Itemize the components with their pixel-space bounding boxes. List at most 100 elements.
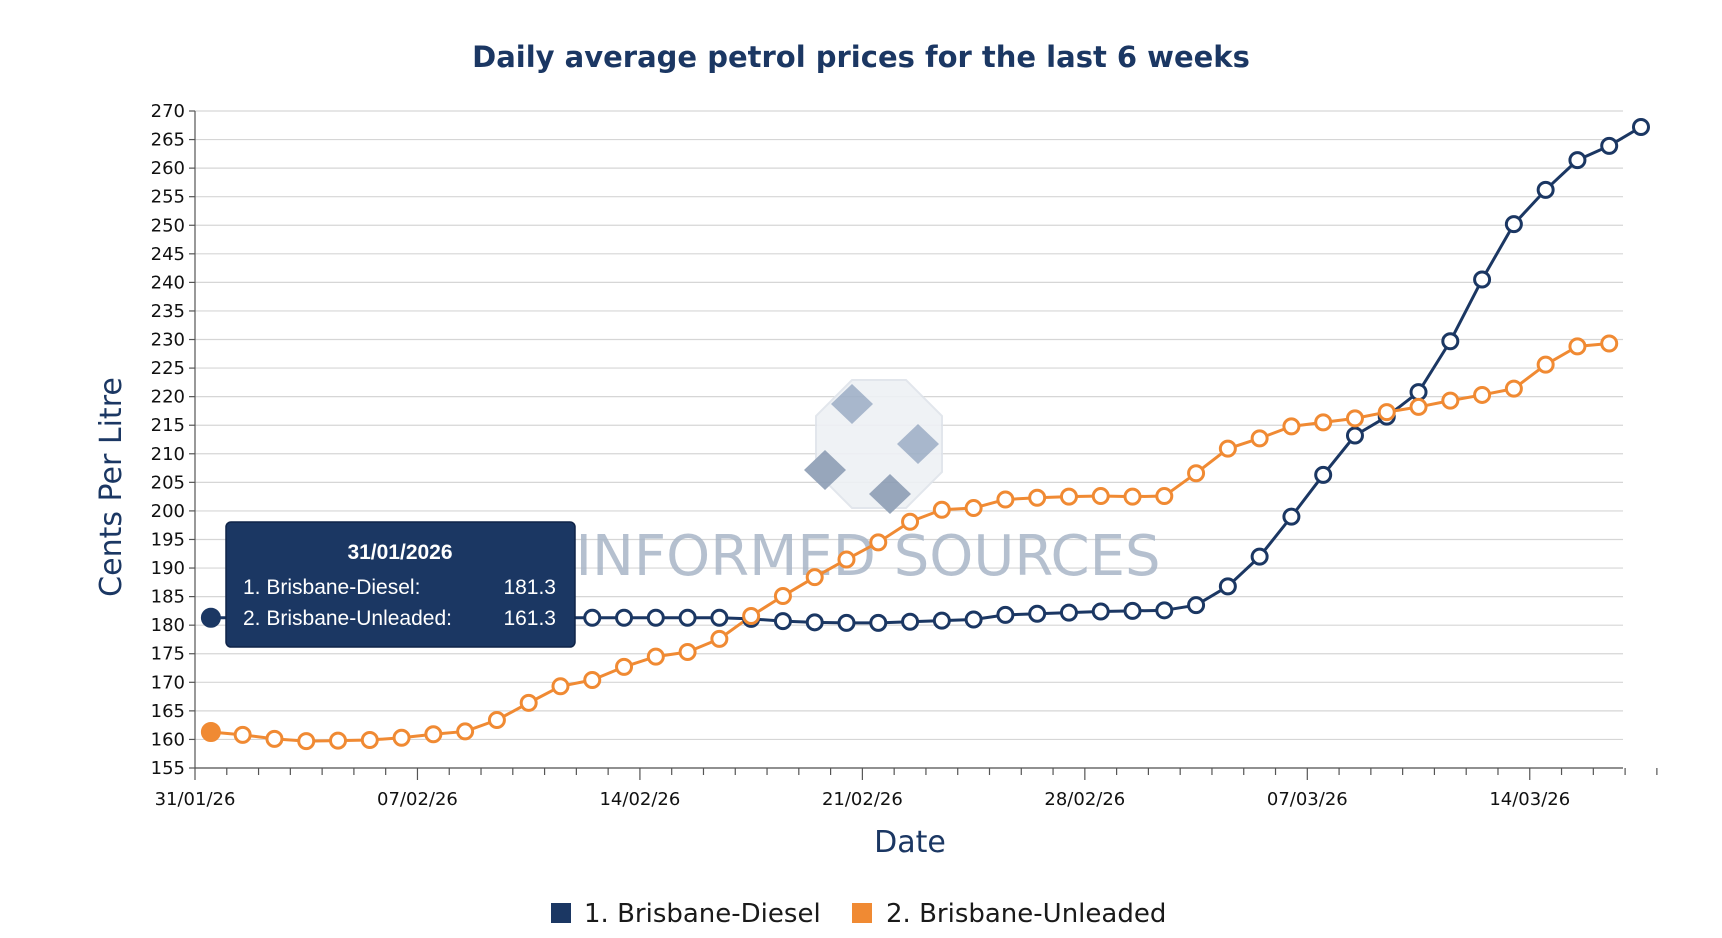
- point-unleaded[interactable]: [837, 550, 856, 569]
- point-diesel[interactable]: [964, 610, 983, 629]
- point-unleaded[interactable]: [1091, 487, 1110, 506]
- point-unleaded[interactable]: [1345, 409, 1364, 428]
- point-diesel[interactable]: [773, 612, 792, 631]
- legend-item-diesel[interactable]: 1. Brisbane-Diesel: [551, 899, 821, 929]
- point-diesel[interactable]: [583, 608, 602, 627]
- point-unleaded[interactable]: [1568, 337, 1587, 356]
- point-unleaded[interactable]: [329, 731, 348, 750]
- point-diesel[interactable]: [1091, 602, 1110, 621]
- point-unleaded[interactable]: [996, 490, 1015, 509]
- point-unleaded[interactable]: [678, 643, 697, 662]
- point-unleaded[interactable]: [487, 711, 506, 730]
- point-unleaded[interactable]: [1536, 355, 1555, 374]
- point-diesel[interactable]: [1536, 180, 1555, 199]
- point-unleaded[interactable]: [200, 722, 221, 743]
- point-unleaded[interactable]: [360, 731, 379, 750]
- point-unleaded[interactable]: [742, 607, 761, 626]
- point-unleaded[interactable]: [1314, 413, 1333, 432]
- tooltip-box: [225, 521, 576, 648]
- point-unleaded[interactable]: [1473, 385, 1492, 404]
- legend-item-unleaded[interactable]: 2. Brisbane-Unleaded: [852, 899, 1166, 929]
- y-tick-label: 250: [151, 215, 185, 236]
- point-unleaded[interactable]: [297, 732, 316, 751]
- point-unleaded[interactable]: [456, 722, 475, 741]
- point-unleaded[interactable]: [1155, 487, 1174, 506]
- point-diesel[interactable]: [615, 608, 634, 627]
- point-diesel[interactable]: [1059, 603, 1078, 622]
- point-diesel[interactable]: [837, 613, 856, 632]
- y-tick-label: 185: [151, 587, 185, 608]
- point-diesel[interactable]: [1409, 383, 1428, 402]
- point-diesel[interactable]: [1568, 151, 1587, 170]
- point-unleaded[interactable]: [551, 677, 570, 696]
- point-unleaded[interactable]: [1282, 417, 1301, 436]
- point-unleaded[interactable]: [646, 647, 665, 666]
- point-diesel[interactable]: [1282, 507, 1301, 526]
- point-unleaded[interactable]: [519, 693, 538, 712]
- x-tick-label: 14/03/26: [1489, 789, 1570, 810]
- point-unleaded[interactable]: [1441, 391, 1460, 410]
- y-tick-label: 225: [151, 358, 185, 379]
- point-diesel[interactable]: [932, 611, 951, 630]
- tooltip-date: 31/01/2026: [347, 541, 452, 564]
- point-unleaded[interactable]: [424, 725, 443, 744]
- point-diesel[interactable]: [646, 608, 665, 627]
- point-unleaded[interactable]: [1059, 487, 1078, 506]
- point-unleaded[interactable]: [1504, 379, 1523, 398]
- point-unleaded[interactable]: [869, 533, 888, 552]
- point-diesel[interactable]: [1631, 117, 1650, 136]
- point-unleaded[interactable]: [932, 500, 951, 519]
- y-tick-label: 240: [151, 272, 185, 293]
- y-tick-label: 155: [151, 758, 185, 779]
- y-tick-label: 270: [151, 101, 185, 122]
- point-unleaded[interactable]: [1187, 464, 1206, 483]
- point-unleaded[interactable]: [964, 499, 983, 518]
- point-diesel[interactable]: [200, 607, 221, 628]
- y-tick-label: 265: [151, 130, 185, 151]
- y-tick-label: 230: [151, 330, 185, 351]
- point-unleaded[interactable]: [1600, 334, 1619, 353]
- point-unleaded[interactable]: [583, 671, 602, 690]
- point-unleaded[interactable]: [1218, 439, 1237, 458]
- point-diesel[interactable]: [1250, 547, 1269, 566]
- point-diesel[interactable]: [710, 608, 729, 627]
- point-unleaded[interactable]: [233, 725, 252, 744]
- point-unleaded[interactable]: [265, 729, 284, 748]
- point-diesel[interactable]: [1473, 270, 1492, 289]
- point-unleaded[interactable]: [901, 512, 920, 531]
- point-unleaded[interactable]: [392, 728, 411, 747]
- point-diesel[interactable]: [996, 605, 1015, 624]
- point-unleaded[interactable]: [710, 629, 729, 648]
- y-tick-label: 195: [151, 529, 185, 550]
- point-diesel[interactable]: [805, 613, 824, 632]
- point-diesel[interactable]: [1218, 577, 1237, 596]
- point-unleaded[interactable]: [1123, 487, 1142, 506]
- point-unleaded[interactable]: [805, 568, 824, 587]
- point-diesel[interactable]: [1028, 604, 1047, 623]
- point-diesel[interactable]: [869, 613, 888, 632]
- point-diesel[interactable]: [1504, 215, 1523, 234]
- point-unleaded[interactable]: [615, 657, 634, 676]
- point-diesel[interactable]: [1187, 596, 1206, 615]
- y-tick-label: 165: [151, 701, 185, 722]
- point-unleaded[interactable]: [1377, 403, 1396, 422]
- tooltip-row-1-label: 1. Brisbane-Diesel:: [243, 576, 420, 599]
- point-diesel[interactable]: [1441, 332, 1460, 351]
- point-diesel[interactable]: [1345, 426, 1364, 445]
- y-tick-label: 200: [151, 501, 185, 522]
- point-unleaded[interactable]: [773, 587, 792, 606]
- y-axis-title: Cents Per Litre: [94, 377, 129, 597]
- point-unleaded[interactable]: [1250, 429, 1269, 448]
- point-diesel[interactable]: [1155, 601, 1174, 620]
- point-diesel[interactable]: [1123, 601, 1142, 620]
- x-axis-title: Date: [874, 825, 946, 860]
- point-unleaded[interactable]: [1409, 397, 1428, 416]
- point-diesel[interactable]: [1314, 465, 1333, 484]
- point-diesel[interactable]: [1600, 136, 1619, 155]
- point-diesel[interactable]: [901, 612, 920, 631]
- x-tick-label: 14/02/26: [599, 789, 680, 810]
- point-diesel[interactable]: [678, 608, 697, 627]
- point-unleaded[interactable]: [1028, 488, 1047, 507]
- watermark-diamond-bottom: [869, 474, 911, 514]
